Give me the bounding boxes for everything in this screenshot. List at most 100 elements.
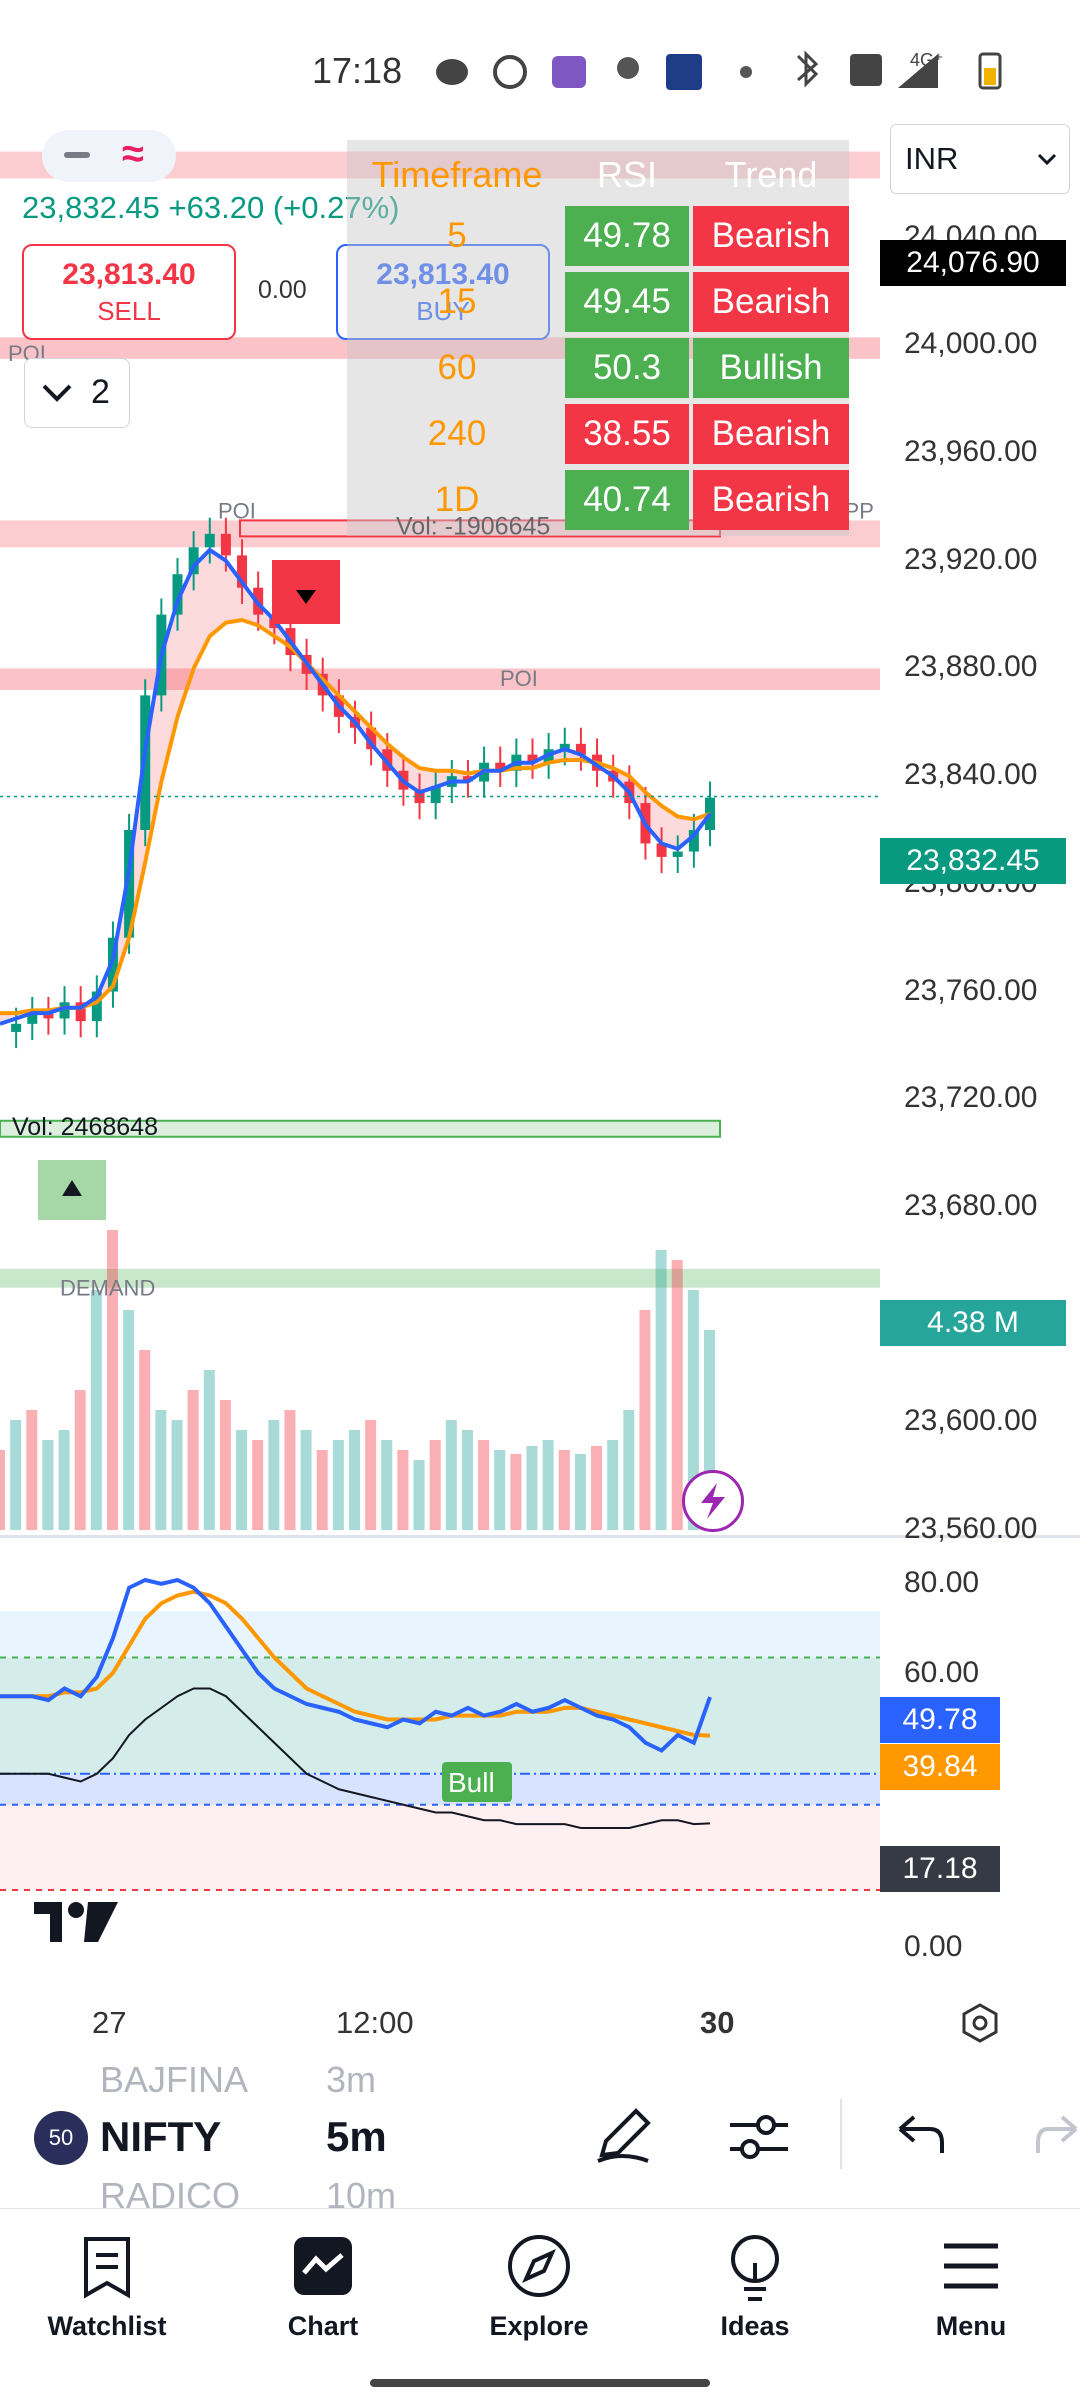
pane-separator[interactable] [0, 1535, 1080, 1538]
candle-body [220, 533, 231, 556]
app-icon [552, 56, 586, 88]
candle-body [462, 776, 473, 782]
volume-bar [10, 1420, 22, 1530]
volume-bar [0, 1450, 5, 1530]
stockedge-icon [666, 54, 702, 90]
nav-chart[interactable]: Chart [238, 2223, 408, 2343]
interval-prev[interactable]: 3m [326, 2059, 377, 2100]
compass-icon [508, 2235, 570, 2297]
candle-body [430, 786, 441, 804]
table-cell-trend: Bullish [693, 338, 849, 398]
tradingview-logo-icon [34, 1902, 118, 1942]
rsi-ma-value-label: 39.84 [880, 1744, 1000, 1790]
vol-sell-label: Vol: -1906645 [396, 512, 550, 540]
volume-bar [461, 1430, 473, 1530]
volume-bar [542, 1440, 554, 1530]
chat-bubble-icon [436, 59, 468, 85]
table-header-trend: Trend [724, 154, 818, 195]
candle-body [27, 1013, 38, 1024]
volume-bar [655, 1250, 667, 1530]
watchlist-icon [84, 2237, 130, 2299]
buy-button[interactable]: 23,813.40 BUY [336, 244, 550, 340]
network-type: 4G⁺ [910, 50, 944, 70]
volume-bar [187, 1390, 199, 1530]
nav-explore[interactable]: Explore [454, 2223, 624, 2343]
rsi-low-band [0, 1773, 880, 1805]
lightbulb-icon [731, 2235, 779, 2301]
wave-icon[interactable]: ≈ [122, 132, 144, 176]
sell-price: 23,813.40 [62, 258, 196, 291]
sell-button[interactable]: 23,813.40 SELL [22, 244, 236, 340]
volume-bar [155, 1410, 167, 1530]
candle-body [124, 830, 135, 938]
currency-select[interactable]: INR [890, 124, 1070, 194]
demand-zone [0, 1268, 880, 1288]
table-cell-timeframe: 240 [427, 414, 487, 453]
bull-signal-badge [442, 1762, 512, 1802]
sell-label: SELL [97, 296, 161, 326]
minus-icon[interactable] [64, 152, 90, 158]
volume-bar [687, 1290, 699, 1530]
draw-pencil-icon[interactable] [592, 2105, 654, 2167]
legend-toggle[interactable]: ≈ [42, 130, 176, 182]
system-icons [796, 50, 1002, 90]
settings-hex-icon[interactable] [958, 2001, 1002, 2045]
volume-bar [171, 1420, 183, 1530]
price-tick-label: 23,840.00 [904, 758, 1038, 792]
poi-zone-right [0, 668, 880, 690]
volume-bar [704, 1330, 715, 1530]
volume-bar [332, 1440, 344, 1530]
symbol-prev[interactable]: BAJFINA [100, 2059, 249, 2100]
dot-icon [740, 66, 752, 78]
buy-arrow-icon [62, 1180, 82, 1196]
bull-signal-label: Bull [448, 1767, 495, 1798]
volume-bar [139, 1350, 151, 1530]
indicator-count: 2 [91, 373, 110, 411]
quote-text: 23,832.45 +63.20 (+0.27%) [22, 190, 400, 225]
lightning-button[interactable] [682, 1470, 744, 1532]
chart-icon [294, 2237, 352, 2295]
indicators-collapse-button[interactable]: 2 [24, 358, 130, 428]
status-time: 17:18 [312, 50, 403, 91]
candle-body [11, 1023, 22, 1032]
volume-bar [429, 1440, 441, 1530]
redo-icon[interactable] [1036, 2113, 1080, 2157]
sell-arrow-icon [296, 590, 316, 604]
chevron-down-icon [1037, 153, 1057, 166]
volume-bar [236, 1430, 248, 1530]
menu-icon [944, 2243, 998, 2289]
nav-watchlist[interactable]: Watchlist [22, 2223, 192, 2343]
settings-sliders-icon[interactable] [728, 2109, 790, 2165]
candle-body [559, 743, 570, 750]
volume-bar [90, 1290, 102, 1530]
volume-bar [300, 1430, 312, 1530]
volume-bar [526, 1446, 538, 1530]
table-cell-rsi: 49.45 [565, 272, 689, 332]
rsi-chart[interactable]: Bull [0, 1540, 880, 1980]
nav-menu[interactable]: Menu [886, 2223, 1056, 2343]
interval-button[interactable]: 5m [326, 2113, 387, 2160]
volume-bar [123, 1310, 135, 1530]
rsi-line [0, 1577, 712, 1753]
time-axis[interactable]: 27 12:00 30 [0, 1985, 1080, 2057]
price-tick-label: 23,760.00 [904, 973, 1038, 1007]
price-tick-label: 23,880.00 [904, 650, 1038, 684]
candle-body [59, 1002, 70, 1019]
bottom-nav: Watchlist Chart Explore Ideas Menu [0, 2208, 1080, 2401]
candle-body [172, 574, 183, 615]
symbol-button[interactable]: NIFTY [100, 2113, 222, 2160]
buy-label: BUY [416, 296, 470, 326]
time-label-30: 30 [700, 2005, 735, 2040]
volte-icon [850, 54, 882, 86]
price-tick-label: 23,600.00 [904, 1404, 1038, 1438]
nav-label: Explore [489, 2311, 589, 2341]
table-cell-trend: Bearish [693, 404, 849, 464]
undo-icon[interactable] [896, 2113, 946, 2157]
nav-ideas[interactable]: Ideas [670, 2223, 840, 2343]
volume-bar [203, 1370, 215, 1530]
third-value-label: 17.18 [880, 1846, 1000, 1892]
candle-body [43, 1013, 54, 1019]
volume-bar [106, 1230, 118, 1530]
candle-body [656, 843, 667, 857]
